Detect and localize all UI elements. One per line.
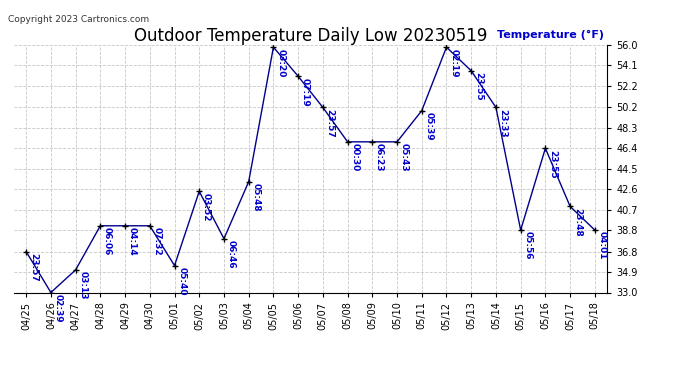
Text: 23:33: 23:33	[499, 109, 508, 137]
Text: 05:39: 05:39	[424, 112, 433, 141]
Text: 04:01: 04:01	[598, 231, 607, 260]
Text: 03:13: 03:13	[79, 271, 88, 300]
Text: 04:14: 04:14	[128, 227, 137, 256]
Text: 05:56: 05:56	[524, 231, 533, 260]
Text: 06:46: 06:46	[227, 240, 236, 269]
Text: 23:55: 23:55	[548, 150, 557, 178]
Text: 23:57: 23:57	[29, 253, 38, 282]
Text: 23:57: 23:57	[326, 109, 335, 138]
Text: 07:19: 07:19	[301, 78, 310, 106]
Text: 03:20: 03:20	[276, 48, 285, 77]
Text: 23:48: 23:48	[573, 208, 582, 237]
Text: 00:30: 00:30	[351, 143, 359, 171]
Text: 23:55: 23:55	[474, 72, 483, 101]
Title: Outdoor Temperature Daily Low 20230519: Outdoor Temperature Daily Low 20230519	[134, 27, 487, 45]
Text: Temperature (°F): Temperature (°F)	[497, 30, 604, 40]
Text: 07:32: 07:32	[152, 227, 161, 256]
Text: 05:40: 05:40	[177, 267, 186, 296]
Text: 06:06: 06:06	[103, 227, 112, 255]
Text: 05:43: 05:43	[400, 143, 408, 172]
Text: Copyright 2023 Cartronics.com: Copyright 2023 Cartronics.com	[8, 15, 149, 24]
Text: 06:23: 06:23	[375, 143, 384, 172]
Text: 03:52: 03:52	[202, 193, 211, 221]
Text: 02:19: 02:19	[449, 48, 458, 77]
Text: 05:48: 05:48	[251, 183, 260, 211]
Text: 02:39: 02:39	[54, 294, 63, 322]
